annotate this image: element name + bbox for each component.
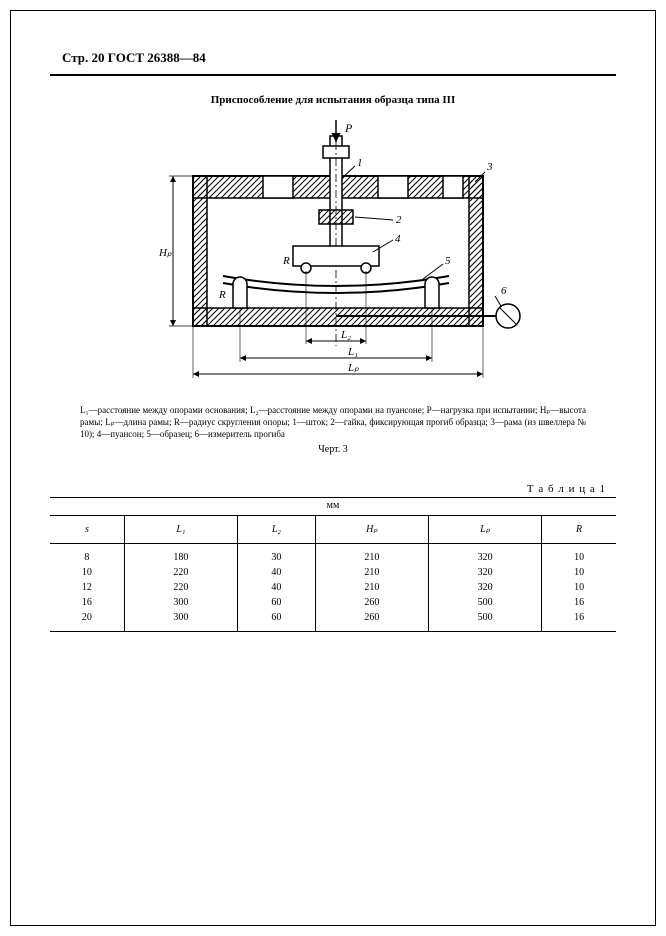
label-4: 4 <box>395 233 401 245</box>
label-Hp: Hₚ <box>158 247 172 259</box>
col-s: s <box>50 516 124 544</box>
label-P: P <box>344 121 353 135</box>
figure-title: Приспособление для испытания образца тип… <box>50 94 616 106</box>
label-5: 5 <box>445 255 451 267</box>
table-cell: 10 <box>542 580 616 595</box>
label-L2: L₂ <box>340 329 351 341</box>
table-cell: 16 <box>542 595 616 610</box>
figure-diagram: P 1 2 3 4 5 6 R R Hₚ L₂ <box>50 116 616 396</box>
table-row: 81803021032010 <box>50 544 616 566</box>
table-cell: 220 <box>124 580 237 595</box>
table-cell: 8 <box>50 544 124 566</box>
table-cell: 40 <box>237 580 315 595</box>
table-cell: 320 <box>428 580 541 595</box>
label-3: 3 <box>486 161 493 173</box>
table-unit: мм <box>50 497 616 513</box>
table-cell: 30 <box>237 544 315 566</box>
label-Lp: Lₚ <box>347 362 359 374</box>
figure-number: Черт. 3 <box>50 444 616 455</box>
table-cell: 10 <box>542 544 616 566</box>
table-cell: 10 <box>542 565 616 580</box>
table-cell: 10 <box>50 565 124 580</box>
label-6: 6 <box>501 285 507 297</box>
label-1: 1 <box>357 157 363 169</box>
page-header: Стр. 20 ГОСТ 26388—84 <box>62 50 616 66</box>
col-L2: L₂ <box>237 516 315 544</box>
data-table: s L₁ L₂ Hₚ Lₚ R 818030210320101022040210… <box>50 515 616 632</box>
table-cell: 180 <box>124 544 237 566</box>
label-R-top: R <box>282 255 290 267</box>
label-R-bottom: R <box>218 289 226 301</box>
table-cell: 500 <box>428 595 541 610</box>
table-cell: 40 <box>237 565 315 580</box>
table-cell: 210 <box>315 565 428 580</box>
table-cell: 220 <box>124 565 237 580</box>
table-cell: 12 <box>50 580 124 595</box>
label-2: 2 <box>396 214 402 226</box>
table-cell: 260 <box>315 595 428 610</box>
table-cell: 20 <box>50 610 124 632</box>
table-cell: 320 <box>428 565 541 580</box>
table-cell: 210 <box>315 580 428 595</box>
table-cell: 16 <box>50 595 124 610</box>
table-cell: 500 <box>428 610 541 632</box>
table-cell: 60 <box>237 610 315 632</box>
page-number: Стр. 20 <box>62 50 105 65</box>
table-label: Т а б л и ц а 1 <box>50 483 606 495</box>
table-cell: 60 <box>237 595 315 610</box>
table-cell: 320 <box>428 544 541 566</box>
table-cell: 16 <box>542 610 616 632</box>
table-cell: 300 <box>124 610 237 632</box>
col-Lp: Lₚ <box>428 516 541 544</box>
table-row: 122204021032010 <box>50 580 616 595</box>
table-row: 102204021032010 <box>50 565 616 580</box>
figure-caption: L₁—расстояние между опорами основания; L… <box>80 404 586 440</box>
standard-code: ГОСТ 26388—84 <box>108 50 206 65</box>
col-Hp: Hₚ <box>315 516 428 544</box>
col-R: R <box>542 516 616 544</box>
table-cell: 210 <box>315 544 428 566</box>
table-cell: 260 <box>315 610 428 632</box>
label-L1: L₁ <box>347 346 358 358</box>
table-row: 203006026050016 <box>50 610 616 632</box>
table-cell: 300 <box>124 595 237 610</box>
col-L1: L₁ <box>124 516 237 544</box>
table-row: 163006026050016 <box>50 595 616 610</box>
header-divider <box>50 74 616 76</box>
